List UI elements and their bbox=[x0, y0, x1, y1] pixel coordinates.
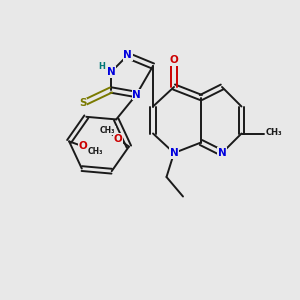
Text: CH₃: CH₃ bbox=[88, 147, 103, 156]
Text: S: S bbox=[79, 98, 86, 109]
Text: H: H bbox=[99, 62, 105, 71]
Text: N: N bbox=[106, 67, 116, 77]
Text: CH₃: CH₃ bbox=[100, 126, 115, 135]
Text: N: N bbox=[123, 50, 132, 61]
Text: N: N bbox=[169, 148, 178, 158]
Text: N: N bbox=[132, 89, 141, 100]
Text: O: O bbox=[169, 55, 178, 65]
Text: O: O bbox=[78, 141, 87, 151]
Text: O: O bbox=[114, 134, 122, 144]
Text: N: N bbox=[218, 148, 226, 158]
Text: CH₃: CH₃ bbox=[266, 128, 282, 137]
